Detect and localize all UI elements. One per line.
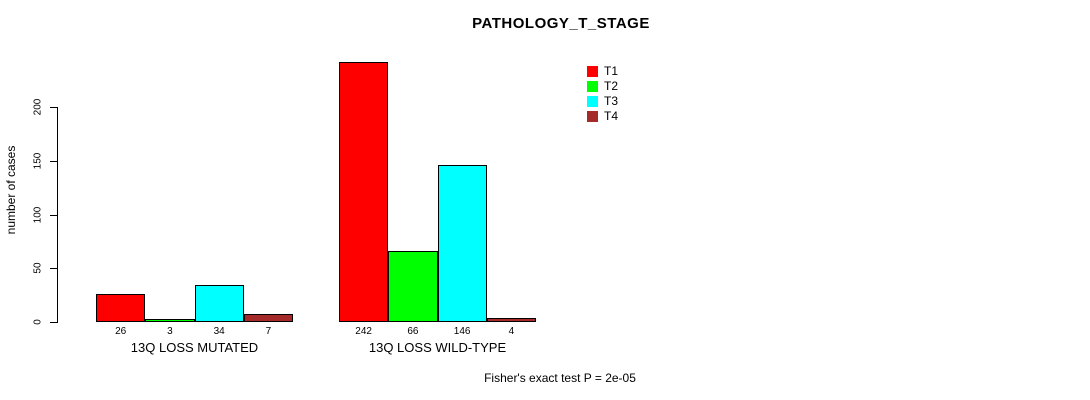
y-axis-tick-label: 200 [32,98,44,116]
y-axis-tick [50,107,57,108]
y-axis-tick-label: 100 [32,206,44,223]
bar-count-label: 26 [115,326,127,337]
legend-item-t2: T2 [587,79,618,94]
y-axis-tick [50,214,57,216]
bar-t1-group2 [339,62,389,322]
legend-item-t4: T4 [587,109,618,124]
chart-title: PATHOLOGY_T_STAGE [472,15,650,32]
legend-swatch-t3 [587,96,598,107]
y-axis-tick [50,268,57,270]
bar-count-label: 66 [407,326,419,337]
y-axis-tick-label: 150 [32,152,44,170]
bar-t4-group1 [243,314,293,322]
legend-label: T1 [604,64,619,78]
bar-t1-group1 [96,294,146,322]
y-axis-tick [50,160,57,162]
legend-label: T4 [604,109,619,123]
y-axis-tick [50,322,57,323]
fisher-test-annotation: Fisher's exact test P = 2e-05 [484,371,636,385]
legend-item-t1: T1 [587,64,618,79]
bar-t3-group2 [437,165,487,322]
bar-count-label: 242 [355,326,372,337]
bar-t2-group2 [388,251,438,322]
legend-label: T3 [604,94,619,108]
legend: T1 T2 T3 T4 [587,64,618,124]
y-axis-line [57,107,58,323]
bar-t2-group1 [145,319,195,322]
bar-count-label: 34 [213,326,225,337]
bar-t3-group1 [194,285,244,322]
legend-swatch-t4 [587,111,598,122]
bar-count-label: 146 [453,326,471,337]
y-axis-tick-label: 0 [32,319,44,325]
y-axis-tick-label: 50 [32,262,44,274]
legend-item-t3: T3 [587,94,618,109]
x-axis-group-label: 13Q LOSS MUTATED [130,340,259,355]
legend-swatch-t2 [587,81,598,92]
y-axis-label: number of cases [4,145,18,235]
legend-label: T2 [604,79,619,93]
legend-swatch-t1 [587,66,598,77]
bar-count-label: 3 [167,326,173,337]
bar-count-label: 7 [265,326,272,337]
bar-t4-group2 [486,318,536,322]
bar-count-label: 4 [508,326,515,337]
x-axis-group-label: 13Q LOSS WILD-TYPE [368,340,507,355]
